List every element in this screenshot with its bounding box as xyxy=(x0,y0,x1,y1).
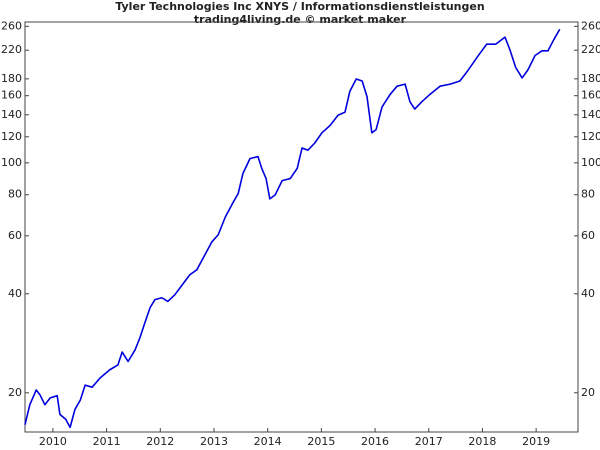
price-line xyxy=(24,28,561,429)
x-tick-label: 2015 xyxy=(307,435,335,448)
y-tick-label: 160 xyxy=(1,89,22,102)
y2-tick-label: 120 xyxy=(581,130,600,143)
x-tick-label: 2019 xyxy=(522,435,550,448)
y-tick-label: 140 xyxy=(1,108,22,121)
y-tick-label: 40 xyxy=(8,287,22,300)
y-tick-label: 80 xyxy=(8,188,22,201)
y-tick-label: 20 xyxy=(8,386,22,399)
chart-title: Tyler Technologies Inc XNYS / Informatio… xyxy=(115,0,484,13)
y2-tick-label: 100 xyxy=(581,156,600,169)
x-tick-label: 2016 xyxy=(361,435,389,448)
y2-tick-label: 40 xyxy=(581,287,595,300)
y2-tick-label: 180 xyxy=(581,72,600,85)
chart-subtitle: trading4living.de © market maker xyxy=(194,13,407,26)
y-tick-label: 60 xyxy=(8,229,22,242)
x-tick-label: 2014 xyxy=(254,435,282,448)
x-tick-label: 2011 xyxy=(93,435,121,448)
y2-tick-label: 160 xyxy=(581,89,600,102)
y2-tick-label: 140 xyxy=(581,108,600,121)
y-tick-label: 260 xyxy=(1,19,22,32)
y2-tick-label: 80 xyxy=(581,188,595,201)
y2-tick-label: 20 xyxy=(581,386,595,399)
x-tick-label: 2013 xyxy=(200,435,228,448)
y-tick-label: 220 xyxy=(1,43,22,56)
plot-frame xyxy=(24,21,579,433)
y-tick-label: 100 xyxy=(1,156,22,169)
x-tick-label: 2010 xyxy=(39,435,67,448)
x-tick-label: 2018 xyxy=(468,435,496,448)
y-tick-label: 120 xyxy=(1,130,22,143)
x-tick-label: 2017 xyxy=(415,435,443,448)
y-tick-label: 180 xyxy=(1,72,22,85)
x-tick-label: 2012 xyxy=(146,435,174,448)
y2-tick-label: 220 xyxy=(581,43,600,56)
y2-tick-label: 60 xyxy=(581,229,595,242)
y2-tick-label: 260 xyxy=(581,19,600,32)
